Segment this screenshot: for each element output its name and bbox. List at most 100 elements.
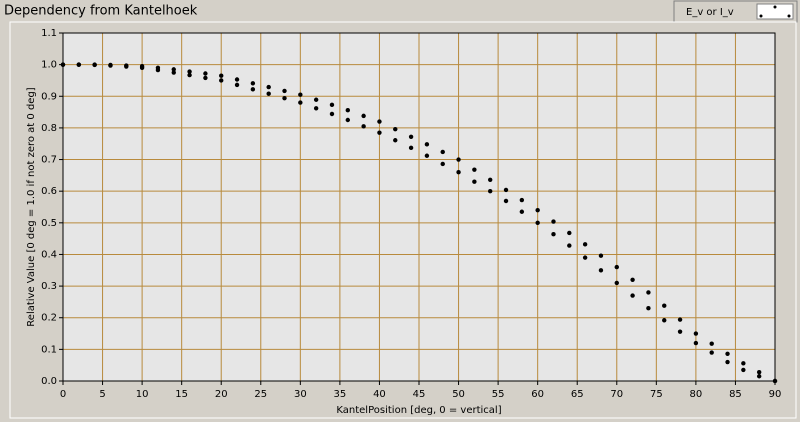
y-tick-label: 0.3 <box>41 281 57 292</box>
point <box>76 62 82 67</box>
point <box>503 198 509 204</box>
point <box>630 293 635 298</box>
point <box>693 331 699 336</box>
point <box>187 72 192 78</box>
x-tick-label: 50 <box>452 389 465 400</box>
legend-icon-dot <box>759 14 763 18</box>
point <box>298 92 303 97</box>
point <box>614 280 619 286</box>
point <box>313 97 319 102</box>
point <box>709 350 714 355</box>
point <box>440 161 445 167</box>
point <box>725 359 730 365</box>
point <box>361 113 366 119</box>
y-tick-label: 0.7 <box>41 155 57 166</box>
point <box>124 64 129 69</box>
x-tick-label: 70 <box>610 389 623 400</box>
point <box>345 107 350 113</box>
point <box>598 268 604 273</box>
point <box>551 219 556 224</box>
point <box>219 78 224 83</box>
y-tick-label: 0.2 <box>41 313 57 324</box>
point <box>171 70 176 75</box>
point <box>488 188 493 194</box>
point <box>377 119 382 124</box>
point <box>756 369 762 375</box>
point <box>203 75 208 81</box>
x-tick-label: 75 <box>650 389 663 400</box>
y-tick-label: 0.0 <box>41 376 57 387</box>
point <box>535 207 540 213</box>
point <box>139 65 145 71</box>
point <box>488 177 493 182</box>
point <box>282 88 287 94</box>
point <box>519 209 525 214</box>
point <box>741 361 746 366</box>
plot-border <box>62 32 776 382</box>
point <box>582 255 588 260</box>
point <box>250 81 256 86</box>
x-tick-label: 10 <box>136 389 149 400</box>
point <box>377 130 382 135</box>
x-tick-label: 0 <box>60 389 66 400</box>
y-tick-label: 0.8 <box>41 123 57 134</box>
point <box>234 77 240 82</box>
x-tick-label: 30 <box>294 389 307 400</box>
point <box>582 242 588 247</box>
point <box>393 126 398 132</box>
point <box>408 145 414 151</box>
point <box>329 111 335 117</box>
point <box>219 73 224 78</box>
point <box>614 264 619 270</box>
y-tick-label: 0.5 <box>41 218 57 229</box>
point <box>345 117 350 123</box>
point <box>361 124 366 129</box>
point <box>503 187 509 193</box>
point <box>646 306 651 311</box>
point <box>108 63 113 68</box>
point <box>772 378 778 384</box>
point <box>709 341 714 346</box>
point <box>60 62 66 67</box>
point <box>393 138 398 143</box>
x-tick-label: 90 <box>769 389 782 400</box>
y-tick-label: 1.0 <box>41 60 57 71</box>
chart-title: Dependency from Kantelhoek <box>4 4 198 19</box>
point <box>155 67 161 73</box>
point <box>329 102 335 108</box>
point <box>693 340 699 346</box>
point <box>630 277 635 282</box>
point <box>535 220 540 226</box>
frame <box>9 21 797 419</box>
point <box>424 153 430 158</box>
x-tick-label: 55 <box>492 389 505 400</box>
legend-icon-dot <box>773 5 777 9</box>
point <box>266 91 271 96</box>
point <box>187 69 192 74</box>
x-tick-label: 60 <box>531 389 544 400</box>
y-tick-label: 0.6 <box>41 186 57 197</box>
point <box>234 82 240 88</box>
x-tick-label: 45 <box>413 389 426 400</box>
point <box>282 95 287 101</box>
y-axis-label: Relative Value [0 deg = 1.0 if not zero … <box>26 87 37 326</box>
point <box>440 149 445 155</box>
point <box>472 167 477 172</box>
x-tick-label: 80 <box>690 389 703 400</box>
point <box>567 230 572 236</box>
legend-label: E_v or I_v <box>686 7 734 18</box>
x-tick-label: 85 <box>729 389 742 400</box>
x-tick-label: 35 <box>334 389 347 400</box>
x-tick-label: 25 <box>254 389 267 400</box>
point <box>456 157 461 162</box>
x-tick-label: 20 <box>215 389 228 400</box>
x-tick-label: 40 <box>373 389 386 400</box>
y-tick-label: 0.1 <box>41 344 57 355</box>
point <box>424 142 430 147</box>
y-tick-label: 0.4 <box>41 249 57 260</box>
point <box>313 106 319 111</box>
point <box>677 329 683 334</box>
point <box>662 318 667 323</box>
